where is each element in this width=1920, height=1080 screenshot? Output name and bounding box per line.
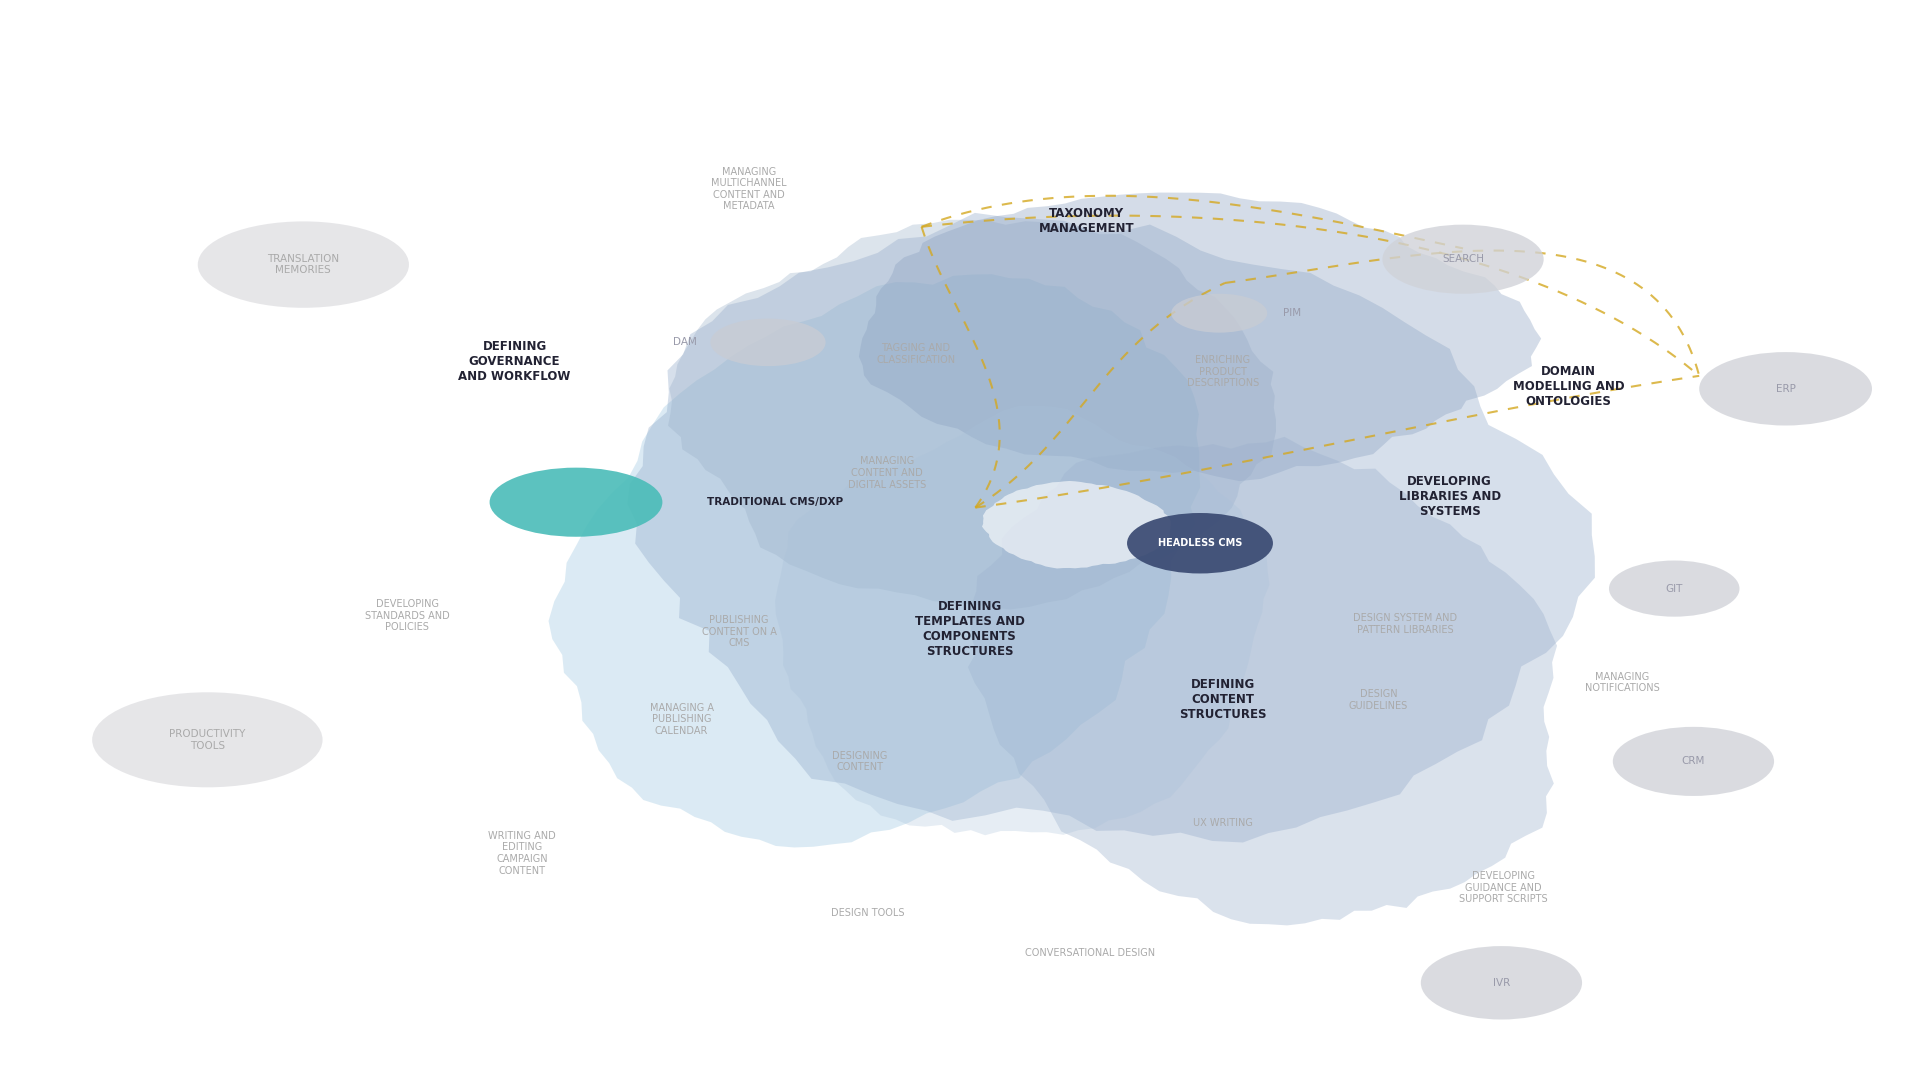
Text: PIM: PIM xyxy=(1283,308,1300,319)
Text: WRITING AND
EDITING
CAMPAIGN
CONTENT: WRITING AND EDITING CAMPAIGN CONTENT xyxy=(488,831,557,876)
Text: MANAGING A
PUBLISHING
CALENDAR: MANAGING A PUBLISHING CALENDAR xyxy=(649,703,714,735)
Text: DAM: DAM xyxy=(674,337,697,348)
Text: MANAGING
CONTENT AND
DIGITAL ASSETS: MANAGING CONTENT AND DIGITAL ASSETS xyxy=(849,457,925,489)
Text: SEARCH: SEARCH xyxy=(1442,254,1484,265)
Text: UX WRITING: UX WRITING xyxy=(1192,818,1254,828)
Text: DESIGN
GUIDELINES: DESIGN GUIDELINES xyxy=(1350,689,1407,711)
Text: CRM: CRM xyxy=(1682,756,1705,767)
Ellipse shape xyxy=(490,468,662,537)
Text: GIT: GIT xyxy=(1665,583,1684,594)
Text: CONVERSATIONAL DESIGN: CONVERSATIONAL DESIGN xyxy=(1025,947,1156,958)
Text: MANAGING
MULTICHANNEL
CONTENT AND
METADATA: MANAGING MULTICHANNEL CONTENT AND METADA… xyxy=(710,166,787,212)
Text: TRADITIONAL CMS/DXP: TRADITIONAL CMS/DXP xyxy=(707,497,843,508)
Text: ERP: ERP xyxy=(1776,383,1795,394)
Text: DEFINING
TEMPLATES AND
COMPONENTS
STRUCTURES: DEFINING TEMPLATES AND COMPONENTS STRUCT… xyxy=(914,599,1025,658)
Ellipse shape xyxy=(1609,561,1740,617)
Text: ENRICHING
PRODUCT
DESCRIPTIONS: ENRICHING PRODUCT DESCRIPTIONS xyxy=(1187,355,1260,388)
Ellipse shape xyxy=(1699,352,1872,426)
Ellipse shape xyxy=(92,692,323,787)
Text: DEVELOPING
GUIDANCE AND
SUPPORT SCRIPTS: DEVELOPING GUIDANCE AND SUPPORT SCRIPTS xyxy=(1459,872,1548,904)
Ellipse shape xyxy=(1127,513,1273,573)
Polygon shape xyxy=(668,219,1277,609)
Text: MANAGING
NOTIFICATIONS: MANAGING NOTIFICATIONS xyxy=(1586,672,1659,693)
Text: DEVELOPING
STANDARDS AND
POLICIES: DEVELOPING STANDARDS AND POLICIES xyxy=(365,599,449,632)
Text: DEFINING
GOVERNANCE
AND WORKFLOW: DEFINING GOVERNANCE AND WORKFLOW xyxy=(459,340,570,383)
Text: DEVELOPING
LIBRARIES AND
SYSTEMS: DEVELOPING LIBRARIES AND SYSTEMS xyxy=(1398,475,1501,518)
Text: TAGGING AND
CLASSIFICATION: TAGGING AND CLASSIFICATION xyxy=(876,343,956,365)
Text: DOMAIN
MODELLING AND
ONTOLOGIES: DOMAIN MODELLING AND ONTOLOGIES xyxy=(1513,365,1624,408)
Text: TRANSLATION
MEMORIES: TRANSLATION MEMORIES xyxy=(267,254,340,275)
Polygon shape xyxy=(549,274,1200,848)
Ellipse shape xyxy=(1171,294,1267,333)
Polygon shape xyxy=(981,481,1171,568)
Text: HEADLESS CMS: HEADLESS CMS xyxy=(1158,538,1242,549)
Polygon shape xyxy=(628,213,1596,842)
Ellipse shape xyxy=(1421,946,1582,1020)
Polygon shape xyxy=(858,192,1542,482)
Text: DESIGN SYSTEM AND
PATTERN LIBRARIES: DESIGN SYSTEM AND PATTERN LIBRARIES xyxy=(1354,613,1457,635)
Ellipse shape xyxy=(198,221,409,308)
Text: PRODUCTIVITY
TOOLS: PRODUCTIVITY TOOLS xyxy=(169,729,246,751)
Ellipse shape xyxy=(1613,727,1774,796)
Polygon shape xyxy=(968,436,1557,926)
Text: DESIGN TOOLS: DESIGN TOOLS xyxy=(831,907,904,918)
Ellipse shape xyxy=(710,319,826,366)
Text: DEFINING
CONTENT
STRUCTURES: DEFINING CONTENT STRUCTURES xyxy=(1179,678,1267,721)
Text: DESIGNING
CONTENT: DESIGNING CONTENT xyxy=(833,751,887,772)
Text: TAXONOMY
MANAGEMENT: TAXONOMY MANAGEMENT xyxy=(1039,207,1135,235)
Polygon shape xyxy=(776,406,1269,835)
Text: PUBLISHING
CONTENT ON A
CMS: PUBLISHING CONTENT ON A CMS xyxy=(703,616,776,648)
Ellipse shape xyxy=(1382,225,1544,294)
Text: IVR: IVR xyxy=(1494,977,1509,988)
